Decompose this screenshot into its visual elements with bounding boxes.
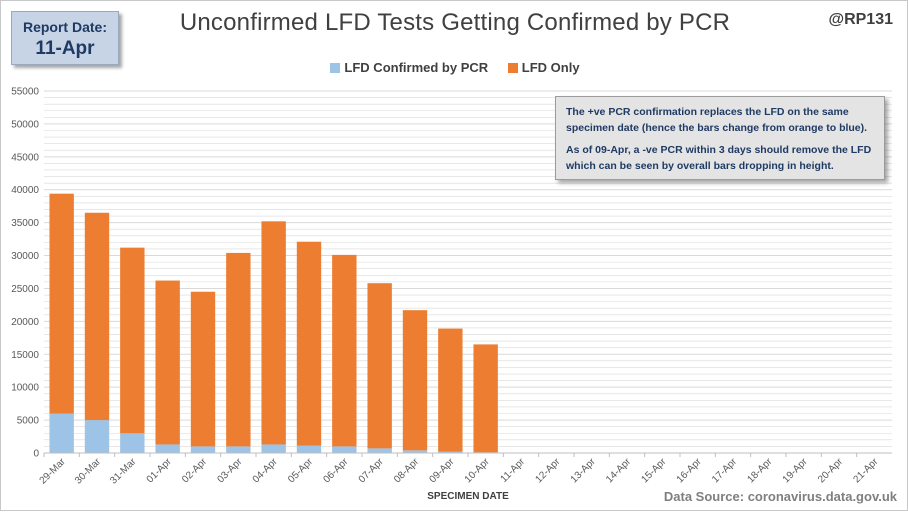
- legend-swatch-lfd-only: [507, 63, 518, 73]
- bar-segment-confirmed: [226, 446, 251, 453]
- y-tick-label: 5000: [17, 416, 40, 427]
- x-tick-label: 03-Apr: [215, 456, 244, 485]
- x-axis-title: SPECIMEN DATE: [427, 491, 509, 502]
- report-date-box: Report Date: 11-Apr: [11, 11, 119, 65]
- bar-segment-lfd-only: [473, 344, 498, 453]
- bar-segment-lfd-only: [261, 221, 286, 445]
- x-tick-label: 31-Mar: [108, 456, 139, 487]
- x-tick-label: 01-Apr: [145, 456, 174, 485]
- legend-item-confirmed: LFD Confirmed by PCR: [330, 60, 488, 75]
- y-tick-label: 35000: [11, 218, 39, 229]
- bar-segment-lfd-only: [49, 193, 74, 414]
- legend-label-confirmed: LFD Confirmed by PCR: [344, 60, 489, 75]
- bar-segment-lfd-only: [120, 247, 145, 434]
- x-tick-label: 08-Apr: [392, 456, 421, 485]
- legend-label-lfd-only: LFD Only: [521, 60, 580, 75]
- x-tick-label: 16-Apr: [675, 456, 704, 485]
- bar-segment-confirmed: [296, 445, 322, 453]
- bar-segment-lfd-only: [296, 241, 322, 446]
- bar-segment-confirmed: [120, 433, 145, 453]
- y-tick-label: 30000: [11, 251, 39, 262]
- x-tick-label: 30-Mar: [73, 456, 104, 487]
- bar-segment-confirmed: [438, 451, 463, 453]
- x-tick-label: 18-Apr: [745, 456, 774, 485]
- bar-segment-confirmed: [155, 444, 180, 453]
- bar-segment-confirmed: [402, 450, 428, 453]
- x-tick-label: 19-Apr: [781, 456, 810, 485]
- bar-segment-confirmed: [190, 446, 216, 453]
- bar-segment-lfd-only: [84, 212, 110, 421]
- x-tick-label: 15-Apr: [639, 456, 668, 485]
- legend-item-lfd-only: LFD Only: [507, 60, 580, 75]
- legend-swatch-confirmed: [330, 63, 341, 73]
- bar-segment-lfd-only: [332, 254, 357, 447]
- x-tick-label: 12-Apr: [533, 456, 562, 485]
- y-tick-label: 25000: [11, 284, 39, 295]
- x-tick-label: 10-Apr: [463, 456, 492, 485]
- y-tick-label: 0: [33, 449, 39, 460]
- x-tick-label: 04-Apr: [251, 456, 280, 485]
- bar-segment-lfd-only: [190, 291, 216, 447]
- bar-segment-lfd-only: [367, 283, 392, 449]
- y-tick-label: 55000: [11, 87, 39, 98]
- bar-segment-confirmed: [332, 446, 357, 453]
- x-tick-label: 07-Apr: [357, 456, 386, 485]
- x-tick-label: 11-Apr: [499, 456, 528, 485]
- x-tick-label: 02-Apr: [180, 456, 209, 485]
- y-tick-label: 45000: [11, 152, 39, 163]
- chart-title: Unconfirmed LFD Tests Getting Confirmed …: [179, 9, 731, 36]
- bar-segment-lfd-only: [438, 328, 463, 452]
- x-tick-label: 20-Apr: [816, 456, 845, 485]
- x-tick-label: 13-Apr: [569, 456, 598, 485]
- annotation-box: The +ve PCR confirmation replaces the LF…: [555, 96, 885, 180]
- data-source: Data Source: coronavirus.data.gov.uk: [663, 489, 897, 504]
- x-tick-label: 29-Mar: [38, 456, 69, 487]
- x-tick-label: 14-Apr: [604, 456, 633, 485]
- bar-segment-confirmed: [84, 420, 110, 453]
- x-tick-label: 09-Apr: [427, 456, 456, 485]
- y-tick-label: 15000: [11, 350, 39, 361]
- y-tick-label: 50000: [11, 119, 39, 130]
- annotation-line-2: As of 09-Apr, a -ve PCR within 3 days sh…: [566, 144, 872, 172]
- bar-segment-confirmed: [367, 448, 392, 453]
- y-tick-label: 20000: [11, 317, 39, 328]
- bar-segment-lfd-only: [402, 310, 428, 451]
- bars: [49, 193, 498, 453]
- annotation-line-1: The +ve PCR confirmation replaces the LF…: [566, 106, 868, 134]
- x-tick-label: 17-Apr: [710, 456, 739, 485]
- y-tick-label: 40000: [11, 185, 39, 196]
- x-tick-label: 21-Apr: [851, 456, 880, 485]
- author-handle: @RP131: [828, 11, 893, 28]
- x-tick-label: 05-Apr: [286, 456, 315, 485]
- chart-legend: LFD Confirmed by PCR LFD Only: [1, 60, 908, 75]
- x-tick-label: 06-Apr: [321, 456, 350, 485]
- bar-segment-lfd-only: [155, 280, 180, 445]
- y-tick-label: 10000: [11, 383, 39, 394]
- report-date-value: 11-Apr: [35, 38, 95, 59]
- report-date-label: Report Date:: [22, 19, 107, 35]
- bar-segment-confirmed: [261, 444, 286, 453]
- bar-segment-lfd-only: [226, 252, 251, 447]
- bar-segment-confirmed: [49, 413, 74, 453]
